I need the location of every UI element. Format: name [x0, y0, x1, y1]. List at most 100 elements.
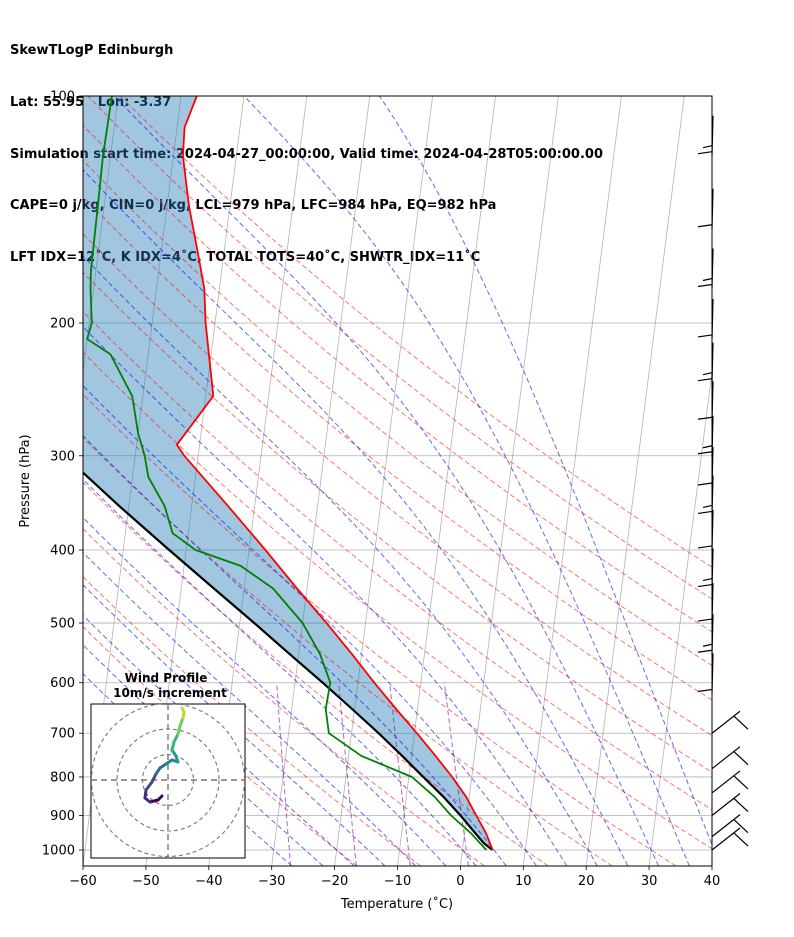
isotherm-line [775, 96, 794, 866]
barb-flag [702, 277, 713, 282]
x-tick-label: 30 [641, 874, 658, 889]
wind-barb [697, 342, 714, 383]
cape-cin-shading [83, 96, 493, 850]
barb-staff [711, 770, 741, 794]
isotherm-line [334, 96, 434, 866]
dry-adiabat [83, 233, 712, 737]
barb-staff [711, 115, 714, 156]
barb-flag [697, 583, 713, 588]
y-tick-label: 100 [50, 90, 75, 105]
header-cape-indices: CAPE=0 j/kg, CIN=0 j/kg, LCL=979 hPa, LF… [10, 198, 497, 214]
barb-staff [711, 446, 714, 487]
moist-adiabat [83, 435, 507, 866]
wind-barb [697, 475, 714, 516]
wind-barb [697, 115, 714, 156]
axes: −60 −50 −40 −30 −20 −10 0 10 20 30 40 100 200 300 400 5… [42, 90, 720, 890]
barb-flag [697, 224, 713, 228]
x-tick-label: 40 [704, 874, 721, 889]
barb-flag [733, 751, 749, 766]
barb-staff [711, 548, 714, 589]
dry-adiabat [83, 159, 712, 667]
barb-flag [733, 832, 749, 847]
wind-barb [697, 188, 714, 229]
mixing-ratio-line [338, 682, 357, 866]
y-tick-label: 400 [50, 543, 75, 558]
wind-barb [697, 381, 714, 422]
chart-header: SkewTLogP Edinburgh Lat: 55.95 Lon: -3.3… [10, 8, 603, 283]
barb-staff [711, 415, 714, 456]
dry-adiabat [83, 271, 712, 773]
isotherm-line [460, 96, 559, 866]
moist-adiabat [83, 384, 538, 866]
moist-adiabat [83, 169, 629, 866]
dry-adiabat [83, 481, 549, 866]
barb-flag [733, 715, 749, 730]
barb-staff [711, 248, 714, 289]
barb-flag [702, 577, 713, 582]
x-tick-label: 10 [515, 874, 532, 889]
wind-barb [697, 415, 714, 456]
mixing-ratio-line [276, 682, 292, 866]
dry-adiabat [83, 393, 677, 866]
wind-barb [697, 298, 714, 339]
x-tick-label: 20 [578, 874, 595, 889]
barb-flag [697, 416, 713, 420]
moist-adiabat [114, 96, 659, 866]
barb-staff [711, 814, 741, 838]
moist-adiabat [379, 96, 712, 847]
dry-adiabat [83, 528, 485, 866]
x-tick-label: −60 [69, 874, 96, 889]
x-tick-label: 0 [456, 874, 464, 889]
wind-barb [711, 710, 749, 734]
x-tick-label: −30 [258, 874, 285, 889]
sounding-profiles [83, 96, 494, 851]
dry-adiabat [83, 351, 712, 850]
wind-barb [697, 583, 714, 624]
barb-staff [711, 793, 741, 816]
barb-flag [697, 510, 713, 515]
barb-flag [697, 451, 713, 455]
barb-flag [697, 618, 713, 622]
wind-barb [697, 653, 714, 694]
isotherm-line [83, 96, 119, 376]
mixing-ratio-line [389, 682, 411, 866]
header-station-title: SkewTLogP Edinburgh [10, 43, 174, 59]
y-tick-label: 600 [50, 676, 75, 691]
barb-flag [697, 482, 713, 486]
cin-shading-area [83, 96, 493, 850]
isotherm-line [648, 368, 712, 866]
wind-barb [697, 446, 714, 487]
y-axis-label: Pressure (hPa) [18, 434, 33, 527]
isotherm-line [585, 96, 685, 866]
moist-adiabat [243, 96, 690, 866]
barb-flag [702, 643, 713, 647]
barb-staff [711, 475, 714, 516]
barb-staff [711, 342, 714, 383]
moist-adiabat [83, 584, 386, 866]
inset-title: Wind Profile [125, 671, 208, 685]
barb-staff [711, 188, 714, 229]
wind-barbs [697, 115, 749, 851]
dry-adiabat [119, 96, 712, 568]
barb-staff [711, 381, 714, 422]
wind-barb [697, 548, 714, 589]
y-tick-label: 700 [50, 727, 75, 742]
y-tick-label: 800 [50, 770, 75, 785]
moist-adiabat [83, 255, 598, 866]
x-tick-label: −10 [384, 874, 411, 889]
barb-flag [733, 775, 749, 790]
mixing-ratio-line [443, 682, 469, 866]
wind-barb [711, 814, 749, 838]
x-axis-label: Temperature (˚C) [340, 896, 453, 912]
barb-staff [711, 653, 714, 694]
barb-flag [697, 283, 713, 288]
x-tick-label: −50 [132, 874, 159, 889]
y-tick-label: 900 [50, 809, 75, 824]
barb-staff [711, 509, 714, 550]
y-tick-label: 1000 [42, 844, 75, 859]
moist-adiabat [83, 326, 568, 866]
barb-flag [697, 151, 713, 155]
barb-flag [697, 334, 713, 338]
